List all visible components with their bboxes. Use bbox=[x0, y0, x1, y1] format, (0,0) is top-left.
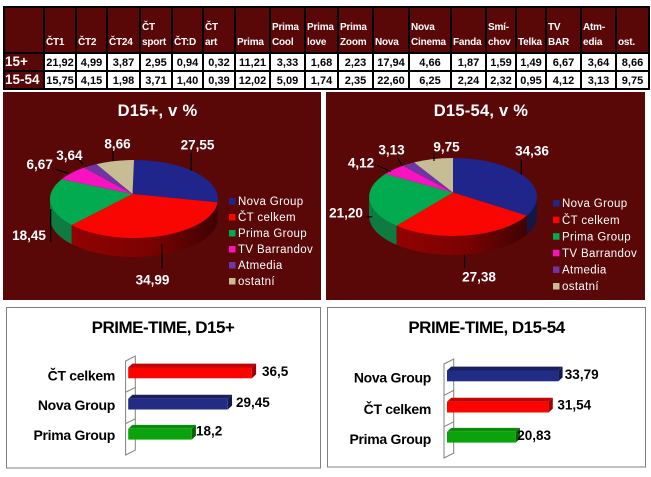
svg-text:Prima Group: Prima Group bbox=[350, 431, 432, 447]
svg-text:18,45: 18,45 bbox=[12, 228, 46, 243]
svg-text:ČT celkem: ČT celkem bbox=[48, 367, 115, 384]
svg-text:Nova Group: Nova Group bbox=[562, 198, 628, 210]
svg-text:31,54: 31,54 bbox=[557, 398, 591, 413]
svg-text:8,66: 8,66 bbox=[104, 137, 131, 152]
svg-text:D15+, v %: D15+, v % bbox=[118, 102, 198, 120]
svg-text:Prima Group: Prima Group bbox=[238, 228, 307, 240]
svg-text:Prima Group: Prima Group bbox=[562, 231, 631, 243]
svg-text:Nova Group: Nova Group bbox=[238, 196, 304, 208]
svg-text:Prima Group: Prima Group bbox=[34, 427, 116, 443]
svg-text:PRIME-TIME, D15-54: PRIME-TIME, D15-54 bbox=[408, 318, 565, 337]
svg-text:27,38: 27,38 bbox=[462, 270, 496, 285]
svg-text:3,13: 3,13 bbox=[378, 143, 405, 158]
svg-text:TV Barrandov: TV Barrandov bbox=[238, 244, 313, 256]
svg-text:4,12: 4,12 bbox=[348, 156, 374, 171]
svg-text:ostatní: ostatní bbox=[562, 281, 599, 293]
svg-text:ostatní: ostatní bbox=[238, 276, 275, 288]
svg-text:18,2: 18,2 bbox=[196, 424, 222, 439]
svg-text:D15-54, v %: D15-54, v % bbox=[434, 102, 529, 120]
svg-text:29,45: 29,45 bbox=[236, 395, 270, 410]
svg-text:34,36: 34,36 bbox=[515, 144, 549, 159]
svg-text:36,5: 36,5 bbox=[262, 364, 289, 379]
svg-text:ČT celkem: ČT celkem bbox=[562, 214, 620, 227]
svg-text:3,64: 3,64 bbox=[56, 148, 83, 163]
svg-text:Atmedia: Atmedia bbox=[562, 265, 607, 277]
svg-text:21,20: 21,20 bbox=[329, 206, 363, 221]
svg-text:6,67: 6,67 bbox=[27, 157, 53, 172]
svg-text:TV Barrandov: TV Barrandov bbox=[562, 248, 637, 260]
svg-text:20,83: 20,83 bbox=[517, 428, 551, 443]
svg-text:Atmedia: Atmedia bbox=[238, 260, 283, 272]
svg-text:Nova Group: Nova Group bbox=[354, 370, 431, 386]
svg-text:ČT celkem: ČT celkem bbox=[238, 211, 296, 224]
svg-text:PRIME-TIME, D15+: PRIME-TIME, D15+ bbox=[92, 318, 235, 337]
svg-text:ČT celkem: ČT celkem bbox=[364, 400, 431, 417]
svg-text:9,75: 9,75 bbox=[433, 140, 460, 155]
svg-text:34,99: 34,99 bbox=[136, 273, 170, 288]
svg-text:27,55: 27,55 bbox=[181, 138, 215, 153]
svg-text:Nova Group: Nova Group bbox=[38, 397, 115, 413]
svg-text:33,79: 33,79 bbox=[565, 367, 599, 382]
